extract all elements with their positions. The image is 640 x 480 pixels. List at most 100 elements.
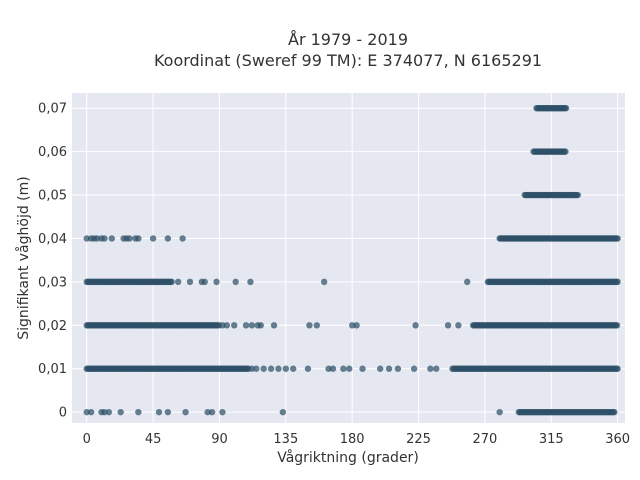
data-point [359,365,366,372]
x-tick-label: 45 [145,432,162,447]
y-tick-label: 0,05 [38,189,67,204]
x-tick-label: 225 [406,432,431,447]
data-point [427,365,434,372]
data-point [242,322,250,329]
data-points [83,104,621,416]
y-tick-label: 0,02 [38,319,67,334]
data-point [168,278,175,286]
data-point [329,365,337,372]
data-point [574,191,582,199]
data-point [126,235,133,242]
x-tick-label: 315 [539,432,564,447]
data-point [213,278,220,286]
data-point [164,235,172,242]
data-point [353,322,360,329]
data-point [562,104,570,112]
data-point [433,365,440,372]
data-point [260,365,267,372]
data-point [93,235,101,242]
data-point [208,408,216,416]
data-point [410,365,418,372]
data-point [135,235,142,242]
data-point [101,235,108,242]
chart-title-line2: Koordinat (Sweref 99 TM): E 374077, N 61… [154,51,542,70]
chart-title-line1: År 1979 - 2019 [288,30,408,49]
data-point [385,365,393,372]
data-point [204,408,211,416]
data-point [182,408,189,416]
data-point [232,278,239,286]
plot-area [72,93,625,423]
y-tick-label: 0,03 [38,275,67,290]
data-point [306,322,313,329]
data-point [275,365,282,372]
data-point [186,278,194,286]
data-point [219,408,226,416]
data-point [83,235,90,242]
data-point [340,365,347,372]
data-point [290,365,297,372]
data-point [267,365,275,372]
data-point [108,235,116,242]
data-point [83,408,90,416]
y-tick-label: 0 [59,406,67,421]
data-point [219,322,226,329]
data-point [325,365,332,372]
data-point [562,148,569,155]
y-tick-labels: 0 0,01 0,02 0,03 0,04 0,05 0,06 0,07 [38,102,67,421]
data-point [247,278,254,286]
data-point [304,365,312,372]
data-point [174,278,182,286]
data-point [320,278,328,286]
y-tick-label: 0,01 [38,362,67,377]
y-tick-label: 0,07 [38,102,67,117]
data-point [412,322,419,329]
y-axis-label: Signifikant våghöjd (m) [15,176,32,339]
data-point [105,408,113,416]
data-point [346,365,353,372]
data-point [101,408,108,416]
data-point [444,322,452,329]
data-point [282,365,290,372]
data-point [117,408,124,416]
data-point [223,322,231,329]
data-point [614,235,621,242]
data-point [614,278,621,286]
data-point [614,365,621,372]
data-point [464,278,471,286]
data-point [348,322,356,329]
data-point [253,365,260,372]
x-axis-label: Vågriktning (grader) [277,449,419,466]
data-point [135,408,142,416]
data-point [248,322,256,329]
x-tick-label: 0 [83,432,91,447]
data-point [313,322,320,329]
data-point [201,278,208,286]
data-point [248,365,256,372]
data-point [279,408,287,416]
data-point [613,322,621,329]
data-point [164,408,172,416]
data-point [155,408,163,416]
y-tick-label: 0,04 [38,232,67,247]
data-point [87,408,95,416]
data-point [231,322,238,329]
data-point [149,235,157,242]
data-point [257,322,264,329]
data-point [455,322,462,329]
data-point [496,408,503,416]
x-tick-label: 180 [340,432,365,447]
x-tick-label: 90 [211,432,228,447]
x-tick-label: 135 [273,432,298,447]
y-tick-label: 0,06 [38,145,67,160]
data-point [394,365,402,372]
x-tick-label: 360 [605,432,630,447]
data-point [270,322,278,329]
data-point [611,408,618,416]
x-tick-label: 270 [472,432,497,447]
x-tick-labels: 0 45 90 135 180 225 270 315 360 [83,432,630,447]
data-point [179,235,186,242]
data-point [377,365,384,372]
